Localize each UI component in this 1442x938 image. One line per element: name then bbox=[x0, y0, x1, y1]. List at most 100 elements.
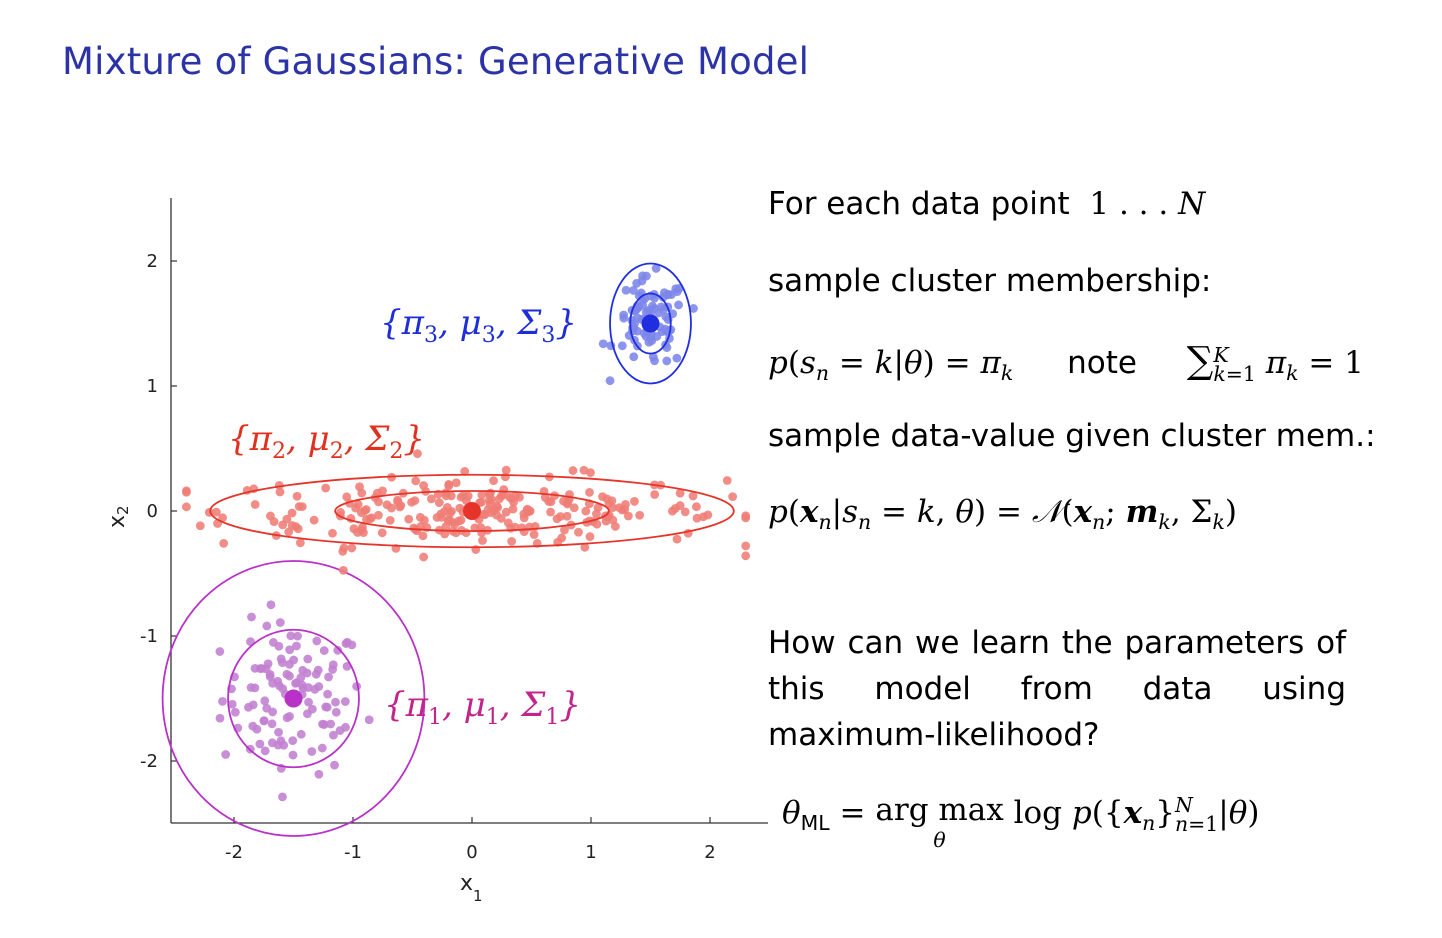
data-point bbox=[292, 491, 302, 501]
data-point bbox=[285, 671, 294, 681]
data-point bbox=[296, 673, 306, 682]
cluster-label-part: , μ bbox=[438, 303, 482, 343]
data-point bbox=[441, 522, 451, 532]
data-point bbox=[670, 504, 680, 513]
data-point bbox=[651, 264, 661, 273]
cluster-contour bbox=[609, 262, 692, 385]
line-sample-membership: sample cluster membership: bbox=[768, 263, 1212, 299]
data-point bbox=[357, 488, 367, 498]
data-point bbox=[501, 465, 511, 475]
data-point bbox=[419, 552, 429, 562]
data-point bbox=[646, 333, 656, 343]
data-point bbox=[347, 543, 357, 553]
data-point bbox=[387, 503, 396, 513]
cluster-label-part: 1 bbox=[486, 705, 500, 730]
x-axis-label-sub: 1 bbox=[473, 887, 483, 905]
data-point bbox=[378, 486, 387, 496]
x-tick-label: 0 bbox=[466, 842, 477, 863]
cluster-label-part: } bbox=[403, 419, 425, 459]
data-point bbox=[268, 707, 278, 717]
data-point bbox=[689, 304, 698, 313]
data-point bbox=[182, 486, 191, 496]
data-point bbox=[501, 472, 510, 482]
data-point bbox=[275, 487, 285, 497]
data-point bbox=[248, 721, 258, 731]
data-point bbox=[324, 672, 333, 682]
data-point bbox=[546, 507, 555, 517]
data-point bbox=[486, 488, 495, 498]
data-point bbox=[218, 513, 227, 523]
data-point bbox=[574, 527, 583, 537]
data-point bbox=[260, 696, 270, 706]
data-point bbox=[662, 343, 672, 352]
data-point bbox=[329, 730, 338, 740]
data-point bbox=[508, 504, 518, 514]
data-point bbox=[227, 699, 237, 709]
data-point bbox=[525, 506, 535, 516]
data-point bbox=[195, 521, 205, 531]
cluster-label-part: 3 bbox=[424, 323, 438, 348]
data-point bbox=[218, 696, 227, 706]
cluster-label: {π2, μ2, Σ2} bbox=[228, 419, 425, 464]
data-point bbox=[333, 645, 343, 655]
data-point bbox=[412, 526, 422, 536]
data-point bbox=[585, 487, 594, 497]
data-point bbox=[413, 449, 422, 459]
data-point bbox=[501, 507, 511, 517]
data-point bbox=[672, 353, 682, 363]
data-point bbox=[620, 505, 630, 514]
data-point bbox=[499, 485, 509, 494]
data-point bbox=[560, 525, 569, 535]
data-point bbox=[292, 641, 301, 651]
likelihood-equation: p(xn|sn = k, θ) = 𝒩(xn; mk, Σk) bbox=[768, 494, 1237, 535]
y-tick-label: -2 bbox=[140, 751, 158, 772]
cluster-label-part: 3 bbox=[482, 323, 496, 348]
data-point bbox=[297, 502, 307, 512]
data-point bbox=[529, 530, 539, 539]
cluster-label-part: 2 bbox=[389, 439, 403, 464]
data-point bbox=[629, 352, 639, 362]
data-point bbox=[562, 499, 572, 509]
data-point bbox=[404, 514, 414, 524]
data-point bbox=[328, 664, 338, 674]
data-point bbox=[617, 341, 627, 351]
x-tick-label: 2 bbox=[704, 842, 715, 863]
data-point bbox=[285, 645, 295, 655]
data-point bbox=[211, 507, 221, 517]
cluster-label-part: 2 bbox=[272, 439, 286, 464]
data-point bbox=[298, 665, 308, 675]
line-ml-estimate: θML = arg max θ log p({xn}N n=1|θ) bbox=[782, 794, 1260, 850]
data-point bbox=[592, 509, 601, 519]
data-point bbox=[455, 503, 465, 513]
data-point bbox=[349, 524, 359, 534]
data-point bbox=[303, 654, 313, 664]
data-point bbox=[269, 637, 278, 647]
data-point bbox=[510, 491, 520, 501]
data-point bbox=[672, 534, 682, 544]
slide-title: Mixture of Gaussians: Generative Model bbox=[62, 40, 810, 83]
data-point bbox=[359, 528, 368, 538]
data-point bbox=[260, 746, 270, 756]
x-tick-label: 1 bbox=[585, 842, 596, 863]
data-point bbox=[319, 646, 329, 655]
data-point bbox=[285, 711, 294, 721]
data-point bbox=[182, 502, 191, 512]
cluster-label-part: , Σ bbox=[500, 685, 547, 725]
data-point bbox=[246, 683, 256, 692]
cluster-label: {π3, μ3, Σ3} bbox=[380, 303, 577, 348]
y-axis-label-sub: 2 bbox=[114, 505, 132, 515]
data-point bbox=[621, 285, 631, 295]
y-tick-label: -1 bbox=[140, 626, 158, 647]
data-point bbox=[634, 291, 644, 301]
sum-constraint: ∑K k=1 πk = 1 bbox=[1186, 338, 1364, 386]
data-point bbox=[335, 726, 345, 735]
data-point bbox=[585, 532, 595, 542]
data-point bbox=[486, 508, 496, 518]
data-point bbox=[284, 527, 294, 537]
data-point bbox=[268, 678, 278, 688]
data-point bbox=[552, 514, 562, 524]
data-point bbox=[285, 659, 294, 669]
data-point bbox=[638, 271, 647, 281]
data-point bbox=[598, 492, 607, 502]
